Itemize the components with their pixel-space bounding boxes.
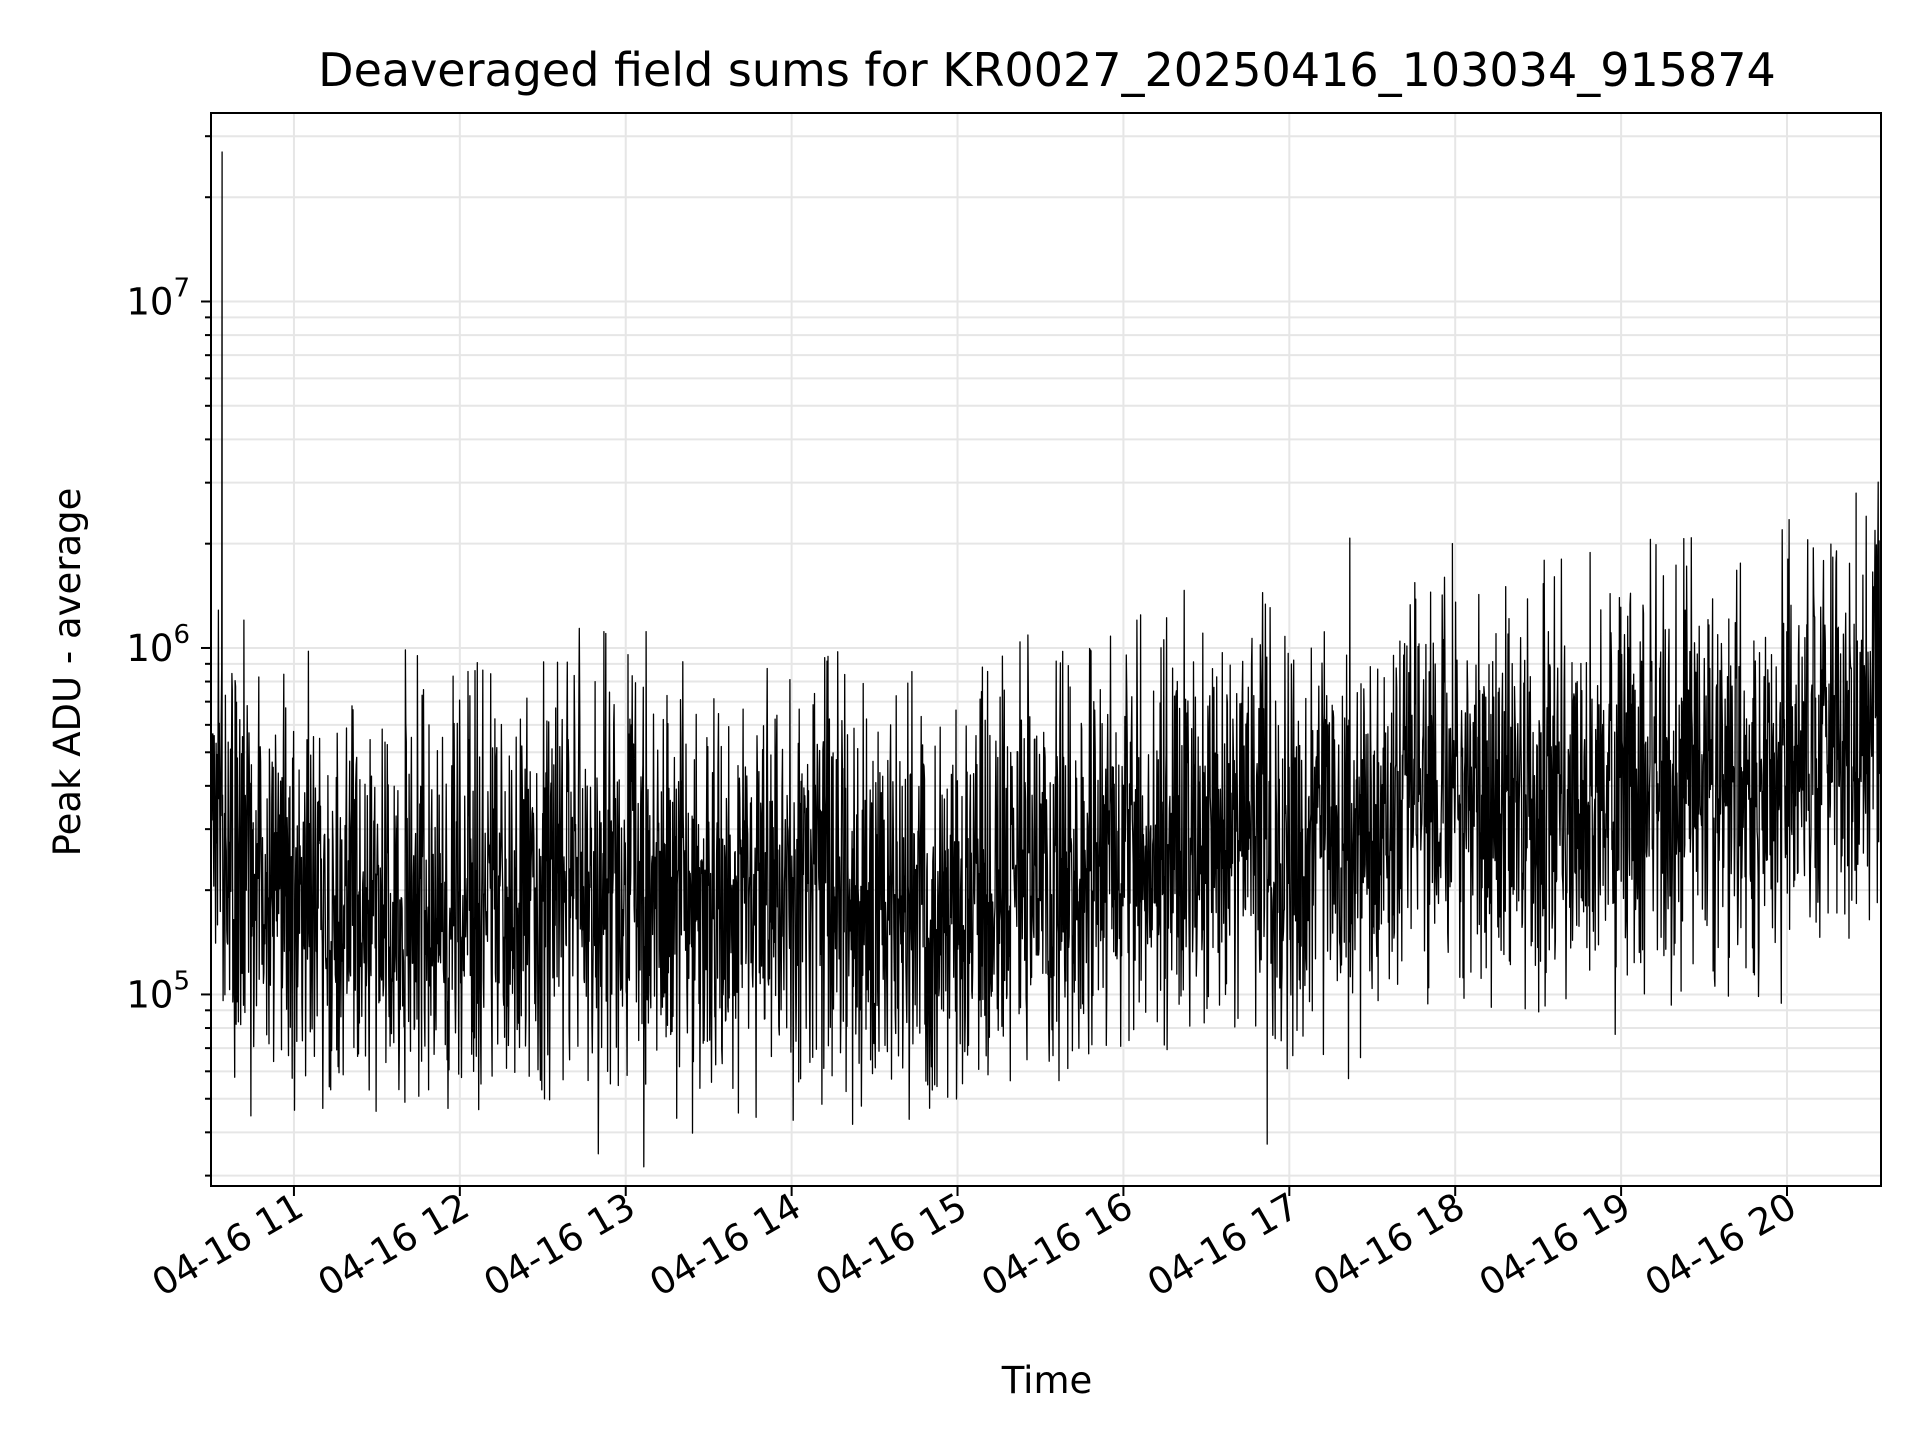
y-tick-label: 105 [126,966,190,1016]
chart-title: Deaveraged field sums for KR0027_2025041… [318,43,1776,97]
y-tick-label: 107 [126,274,190,324]
series-line [210,151,1882,1168]
y-tick-label: 106 [126,620,190,670]
y-axis-label: Peak ADU - average [46,488,89,857]
x-axis-label: Time [1001,1359,1093,1402]
series-layer [210,151,1882,1168]
plot-frame [210,112,1882,1187]
